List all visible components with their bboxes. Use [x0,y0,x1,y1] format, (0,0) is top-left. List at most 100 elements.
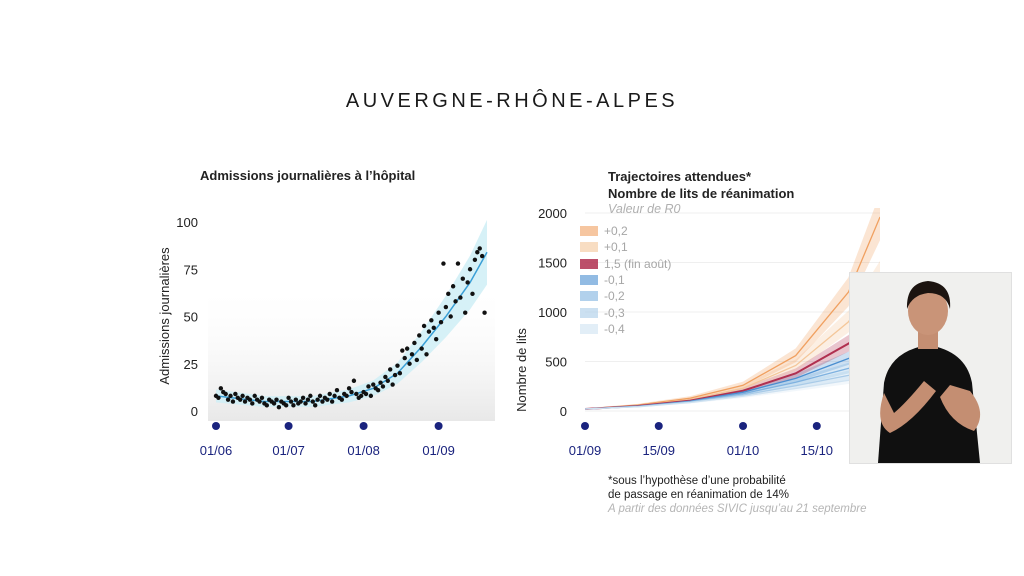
sign-language-interpreter-video [849,272,1012,464]
data-point [446,291,451,297]
data-point [371,382,376,387]
legend-item: +0,2 [580,223,681,239]
legend-item: -0,4 [580,321,681,337]
x-tick-label: 15/10 [801,443,834,458]
data-point [378,380,383,385]
x-tick-label: 01/10 [727,443,760,458]
data-point [397,371,403,376]
data-point [453,299,458,304]
data-point [375,388,381,393]
data-point [334,388,340,393]
data-point [354,391,359,397]
trajectories-legend: Valeur de R0 +0,2 +0,1 1,5 (fin août) -0,1-… [580,202,681,337]
data-point [472,257,478,262]
data-point [264,403,270,408]
data-point [477,246,482,251]
confidence-band [216,219,487,408]
data-point [305,397,311,402]
y-tick-label: 0 [191,404,198,419]
data-point [407,361,412,366]
data-point [412,340,417,346]
x-tick-label: 01/08 [347,443,380,458]
data-point [424,352,429,357]
series-line [585,376,880,410]
data-point [315,397,320,402]
legend-swatch [580,323,598,334]
y-tick-label: 50 [184,310,198,325]
x-tick-dot [739,422,748,430]
data-point [223,391,228,397]
x-tick-dot [812,422,821,430]
y-tick-label: 25 [184,357,198,372]
legend-item: +0,1 [580,239,681,255]
data-point [271,401,277,406]
data-point [349,389,354,395]
data-point [392,372,398,378]
data-point [467,267,473,272]
y-tick-label: 1500 [538,256,567,271]
page-title: AUVERGNE-RHÔNE-ALPES [345,90,679,112]
trend-line [215,251,488,403]
data-point [470,291,475,297]
data-point [438,319,444,325]
legend-swatch [580,242,598,253]
y-tick-label: 2000 [538,206,567,221]
legend-swatch [580,275,598,286]
left-chart-subtitle: Admissions journalières à l’hôpital [200,168,416,183]
interpreter-image [850,273,1011,463]
data-point [479,253,485,259]
data-point [310,399,315,404]
x-tick-dot [434,422,443,430]
data-point [291,403,296,408]
admissions-chart: 0 25 50 75 100 Admissions journalières 01/06 01… [157,215,495,458]
data-point [339,397,345,402]
data-point [402,355,407,361]
x-tick-dot [212,422,220,430]
data-point [351,378,357,383]
data-point [417,333,422,338]
data-point [247,397,253,402]
data-point [358,393,364,399]
data-point [368,393,374,399]
legend-swatch [580,291,598,302]
y-axis-label: Nombre de lits [514,328,529,412]
data-point [233,391,238,397]
data-point [259,395,265,400]
y-tick-label: 500 [545,355,567,370]
data-point [388,367,393,372]
data-point [441,261,446,266]
data-point [421,323,427,329]
data-point [450,284,456,289]
legend-label: +0,2 [604,224,628,239]
data-point [276,405,282,410]
legend-label: -0,4 [604,321,625,336]
x-tick-label: 01/07 [272,443,305,458]
data-point [346,386,352,391]
data-point [317,393,323,399]
footnote-line1: *sous l’hypothèse d’une probabilité [608,475,786,487]
data-point [443,304,449,310]
data-point [460,276,466,281]
trajectories-chart: 0 500 1000 1500 2000 Nombre de lits 01/09 15/09… [514,206,880,458]
data-point [414,357,420,363]
data-point [327,391,332,397]
footnote: *sous l’hypothèse d’une probabilité de p… [608,474,866,516]
data-point [293,397,299,402]
data-point [458,295,463,300]
source-note: A partir des données SIVIC jusqu’au 21 s… [608,503,867,515]
data-point [429,318,434,323]
data-point [274,397,279,402]
data-point [385,378,390,383]
legend-swatch [580,226,598,237]
data-point [465,280,470,285]
x-tick-dot [581,422,589,430]
data-point [240,393,245,399]
data-point [230,399,236,404]
data-point [380,384,386,389]
data-point [419,346,424,351]
data-point [455,261,461,266]
legend-item: -0,2 [580,288,681,304]
data-point [303,401,308,406]
data-point [332,393,337,399]
data-point [325,397,330,402]
